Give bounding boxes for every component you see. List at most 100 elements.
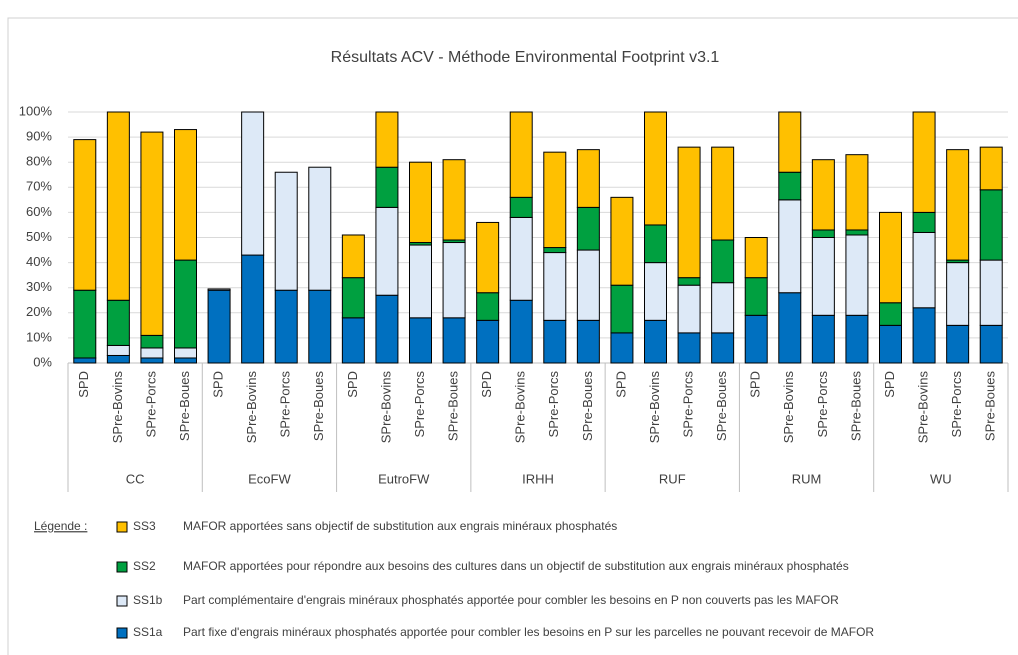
bar-segment <box>946 149 970 261</box>
x-tick-label: SPre-Bovins <box>647 371 662 444</box>
bar-segment <box>442 159 466 241</box>
bar-segment <box>375 111 399 168</box>
x-tick-label: SPre-Bovins <box>378 371 393 444</box>
bar-segment <box>274 289 298 364</box>
group-label: IRHH <box>522 471 554 486</box>
group-label: WU <box>930 471 952 486</box>
bar-segment <box>308 289 332 364</box>
bar-segment <box>509 111 533 198</box>
bar-segment <box>241 254 265 364</box>
x-tick-label: SPD <box>882 371 897 398</box>
bar-segment <box>375 206 399 296</box>
y-tick-label: 0% <box>33 354 52 369</box>
y-tick-label: 20% <box>26 304 52 319</box>
bar-segment <box>979 189 1003 261</box>
x-tick-label: SPre-Boues <box>714 371 729 442</box>
x-tick-label: SPre-Bovins <box>781 371 796 444</box>
x-tick-label: SPre-Porcs <box>949 371 964 438</box>
bar-segment <box>174 129 197 261</box>
group-label: RUF <box>659 471 686 486</box>
x-tick-label: SPre-Porcs <box>412 371 427 438</box>
bar-segment <box>543 247 567 254</box>
bar-segment <box>543 319 567 364</box>
x-tick-label: SPD <box>211 371 226 398</box>
legend-swatch <box>116 595 128 607</box>
bar-segment <box>744 237 768 279</box>
bar-segment <box>811 229 835 239</box>
bar-segment <box>140 334 164 349</box>
bar-segment <box>711 282 735 334</box>
x-tick-label: SPre-Boues <box>446 371 461 442</box>
bar-segment <box>375 166 399 208</box>
legend-label: Légende : <box>34 519 87 533</box>
x-tick-label: SPre-Porcs <box>143 371 158 438</box>
legend-description: Part complémentaire d'engrais minéraux p… <box>183 593 839 607</box>
x-tick-label: SPre-Bovins <box>916 371 931 444</box>
bar-segment <box>106 111 130 301</box>
bar-segment <box>341 317 365 364</box>
x-tick-label: SPD <box>345 371 360 398</box>
bar-segment <box>207 289 231 364</box>
bar-segment <box>778 111 802 173</box>
bar-segment <box>811 237 835 316</box>
x-tick-label: SPre-Porcs <box>681 371 696 438</box>
bar-segment <box>644 224 667 264</box>
bar-segment <box>106 354 130 364</box>
bar-segment <box>979 146 1003 191</box>
bar-segment <box>375 294 399 364</box>
x-tick-label: SPre-Porcs <box>815 371 830 438</box>
bar-segment <box>912 231 936 309</box>
x-tick-label: SPD <box>748 371 763 398</box>
bar-segment <box>442 317 466 364</box>
bar-segment <box>308 166 332 291</box>
bar-segment <box>879 211 902 304</box>
bar-segment <box>140 357 164 364</box>
legend-swatch <box>116 521 128 533</box>
bar-segment <box>946 324 970 364</box>
bar-segment <box>442 242 466 319</box>
bar-segment <box>845 314 869 364</box>
y-tick-label: 40% <box>26 254 52 269</box>
bar-segment <box>711 332 735 364</box>
bar-segment <box>543 151 567 249</box>
x-tick-label: SPre-Porcs <box>546 371 561 438</box>
bar-segment <box>778 199 802 294</box>
bar-segment <box>610 196 634 286</box>
legend-swatch <box>116 561 128 573</box>
bar-segment <box>610 332 634 364</box>
bar-segment <box>778 292 802 364</box>
legend-entry: SS2 <box>133 559 156 573</box>
bar-segment <box>543 252 567 321</box>
bar-segment <box>274 171 298 291</box>
y-tick-label: 80% <box>26 154 52 169</box>
bar-segment <box>677 332 701 364</box>
legend-description: Part fixe d'engrais minéraux phosphatés … <box>183 625 874 639</box>
bar-segment <box>711 239 735 284</box>
legend-swatch <box>116 627 128 639</box>
bar-segment <box>644 319 667 364</box>
x-tick-label: SPre-Porcs <box>278 371 293 438</box>
bar-segment <box>476 319 500 364</box>
y-tick-label: 60% <box>26 204 52 219</box>
bar-segment <box>73 289 97 359</box>
bar-segment <box>174 357 197 364</box>
bar-segment <box>73 357 97 364</box>
x-tick-label: SPre-Bovins <box>244 371 259 444</box>
x-tick-label: SPre-Bovins <box>110 371 125 444</box>
bar-segment <box>106 299 130 346</box>
bar-segment <box>106 344 130 356</box>
bar-segment <box>644 111 667 226</box>
bar-segment <box>644 262 667 321</box>
y-tick-label: 90% <box>26 129 52 144</box>
bar-segment <box>979 259 1003 326</box>
bar-segment <box>677 146 701 279</box>
chart-title: Résultats ACV - Méthode Environmental Fo… <box>331 49 720 66</box>
y-tick-label: 30% <box>26 279 52 294</box>
bar-segment <box>409 244 432 319</box>
bar-segment <box>73 139 97 291</box>
x-tick-label: SPre-Boues <box>311 371 326 442</box>
bar-segment <box>509 216 533 301</box>
bar-segment <box>845 234 869 316</box>
bar-segment <box>811 314 835 364</box>
